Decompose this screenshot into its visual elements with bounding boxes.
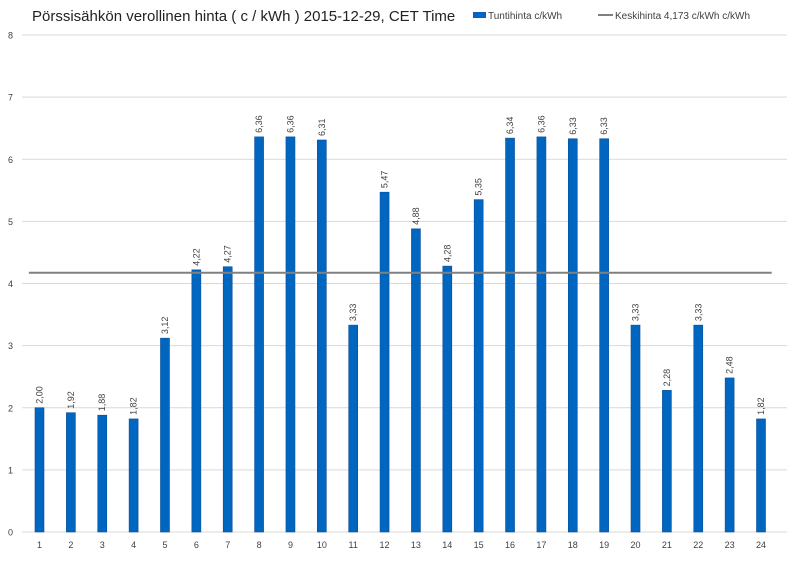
bar [724,377,735,533]
x-tick-label: 11 [349,540,358,550]
bar [66,412,76,533]
legend: Tuntihinta c/kWh Keskihinta 4,173 c/kWh … [473,11,750,22]
data-label: 1,92 [66,391,76,409]
data-label: 1,88 [97,394,107,412]
bar [473,199,484,533]
x-tick-label: 7 [225,540,230,550]
data-label: 3,33 [348,304,358,322]
data-label: 2,28 [662,369,672,387]
bar [379,191,390,533]
legend-bar-label: Tuntihinta c/kWh [488,11,562,22]
data-label: 2,48 [725,356,735,374]
y-tick-label: 6 [8,155,13,165]
bar [630,324,641,533]
data-label: 4,88 [411,207,421,225]
x-tick-label: 16 [505,540,515,550]
y-tick-label: 8 [8,31,13,41]
bar [567,138,578,533]
bar [536,136,547,533]
x-tick-label: 18 [568,540,578,550]
x-tick-label: 17 [536,540,546,550]
data-label: 4,28 [442,245,452,263]
x-tick-label: 22 [693,540,703,550]
x-tick-label: 23 [725,540,735,550]
x-tick-label: 10 [317,540,327,550]
bar [317,139,327,533]
bar [756,418,766,533]
data-label: 3,33 [693,304,703,322]
x-tick-label: 14 [442,540,452,550]
y-tick-label: 0 [8,528,13,538]
x-tick-label: 2 [68,540,73,550]
legend-bar-swatch [473,12,486,18]
x-tick-label: 8 [257,540,262,550]
data-label: 6,36 [536,115,546,133]
data-label: 6,36 [254,115,264,133]
bar [285,136,296,533]
y-tick-label: 5 [8,217,13,227]
data-label: 3,12 [160,317,170,335]
data-label: 6,33 [568,117,578,135]
bar [34,407,45,533]
data-label: 6,34 [505,117,515,135]
data-label: 2,00 [35,386,45,404]
y-tick-label: 1 [8,465,13,475]
bar [442,265,453,533]
x-tick-label: 12 [380,540,390,550]
data-label: 6,31 [317,118,327,136]
x-tick-label: 21 [662,540,672,550]
bar [160,337,170,533]
y-tick-label: 3 [8,341,13,351]
x-tick-label: 13 [411,540,421,550]
x-tick-label: 9 [288,540,293,550]
x-tick-label: 6 [194,540,199,550]
data-label: 3,33 [631,304,641,322]
y-tick-label: 2 [8,403,13,413]
data-label: 6,33 [599,117,609,135]
data-label: 6,36 [285,115,295,133]
chart-title: Pörssisähkön verollinen hinta ( c / kWh … [32,8,455,25]
x-tick-label: 19 [599,540,609,550]
x-tick-label: 3 [100,540,105,550]
x-tick-label: 20 [631,540,641,550]
y-tick-label: 4 [8,279,13,289]
data-label: 1,82 [756,397,766,415]
x-tick-label: 24 [756,540,766,550]
x-tick-label: 4 [131,540,136,550]
legend-line-label: Keskihinta 4,173 c/kWh c/kWh [615,11,750,22]
x-tick-label: 15 [474,540,484,550]
bar [254,136,264,533]
x-tick-label: 1 [37,540,42,550]
bar [128,418,139,533]
bar [97,414,108,533]
bar [222,266,233,533]
data-label: 4,27 [223,245,233,263]
bar [348,324,358,533]
data-label: 5,35 [474,178,484,196]
x-tick-label: 5 [162,540,167,550]
data-label: 4,22 [191,248,201,266]
bar [505,137,515,533]
data-label: 1,82 [129,397,139,415]
data-label: 5,47 [380,171,390,189]
y-tick-label: 7 [8,93,13,103]
bar [693,324,704,533]
bar [599,138,609,533]
bar [662,390,672,533]
bar [411,228,421,533]
bar [191,269,202,533]
